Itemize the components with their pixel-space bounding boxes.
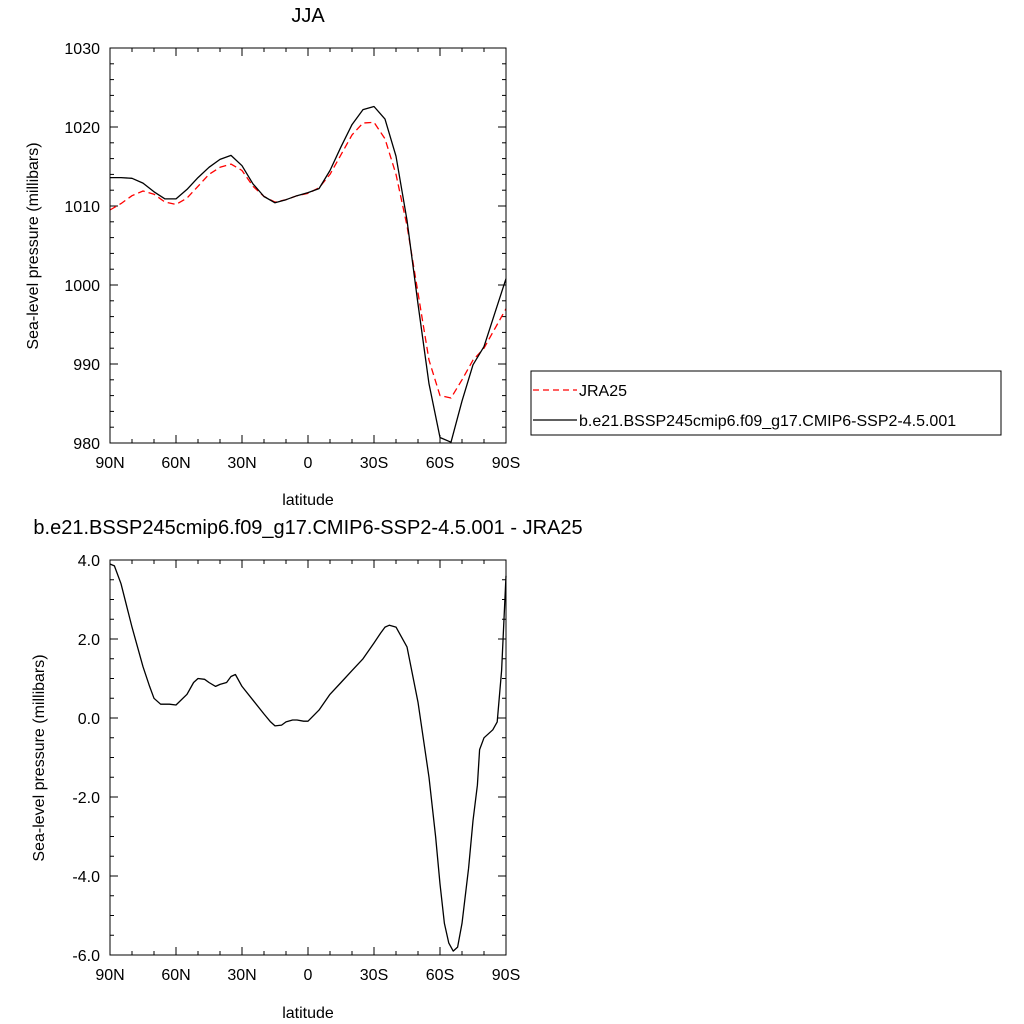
y-tick-label: 1030 (64, 41, 100, 58)
x-tick-label: 90N (95, 455, 124, 472)
top-x-axis-label: latitude (282, 492, 334, 509)
x-tick-label: 30N (227, 455, 256, 472)
y-tick-label: 0.0 (78, 711, 100, 728)
x-tick-label: 90S (492, 967, 520, 984)
bottom-y-axis-label: Sea-level pressure (millibars) (31, 654, 48, 861)
y-tick-label: 1010 (64, 199, 100, 216)
y-tick-label: 1020 (64, 120, 100, 137)
top-y-axis-label: Sea-level pressure (millibars) (25, 142, 42, 349)
legend: JRA25 b.e21.BSSP245cmip6.f09_g17.CMIP6-S… (530, 370, 1002, 436)
x-tick-label: 0 (304, 455, 313, 472)
y-tick-label: 1000 (64, 278, 100, 295)
top-tick-labels: 90N 60N 30N 0 30S 60S 90S 980 990 1000 1010 1020 103… (64, 41, 520, 472)
y-tick-label: 980 (73, 436, 100, 453)
x-tick-label: 60N (161, 967, 190, 984)
top-chart-title: JJA (291, 5, 325, 27)
legend-box (530, 370, 1002, 436)
y-tick-label: 2.0 (78, 632, 100, 649)
bottom-tick-labels: 90N 60N 30N 0 30S 60S 90S -6.0 -4.0 -2.0 0.0 2.0 4.0 (72, 553, 520, 984)
bottom-panel: b.e21.BSSP245cmip6.f09_g17.CMIP6-SSP2-4.… (31, 517, 583, 1022)
top-series (109, 105, 507, 443)
legend-label-model: b.e21.BSSP245cmip6.f09_g17.CMIP6-SSP2-4.… (579, 413, 956, 430)
x-tick-label: 90S (492, 455, 520, 472)
x-tick-label: 60N (161, 455, 190, 472)
bottom-chart-title: b.e21.BSSP245cmip6.f09_g17.CMIP6-SSP2-4.… (33, 517, 582, 539)
y-tick-label: -2.0 (72, 790, 100, 807)
y-tick-label: 990 (73, 357, 100, 374)
x-tick-label: 60S (426, 967, 454, 984)
top-plot-frame (109, 47, 507, 444)
bottom-series (109, 563, 507, 952)
top-panel: JJA Sea-level pressure (millibars) latit… (25, 5, 520, 509)
top-series-line-1 (110, 105, 507, 443)
x-tick-label: 90N (95, 967, 124, 984)
x-tick-label: 60S (426, 455, 454, 472)
top-axis-ticks (109, 47, 507, 444)
y-tick-label: -4.0 (72, 869, 100, 886)
bottom-x-axis-label: latitude (282, 1005, 334, 1022)
y-tick-label: 4.0 (78, 553, 100, 570)
legend-label-jra25: JRA25 (579, 383, 627, 400)
x-tick-label: 30S (360, 967, 388, 984)
bottom-axis-ticks (109, 559, 507, 956)
bottom-plot-frame (109, 559, 507, 956)
top-series-line-0 (109, 121, 507, 399)
bottom-series-line-0 (109, 563, 507, 952)
x-tick-label: 0 (304, 967, 313, 984)
x-tick-label: 30N (227, 967, 256, 984)
y-tick-label: -6.0 (72, 948, 100, 965)
x-tick-label: 30S (360, 455, 388, 472)
